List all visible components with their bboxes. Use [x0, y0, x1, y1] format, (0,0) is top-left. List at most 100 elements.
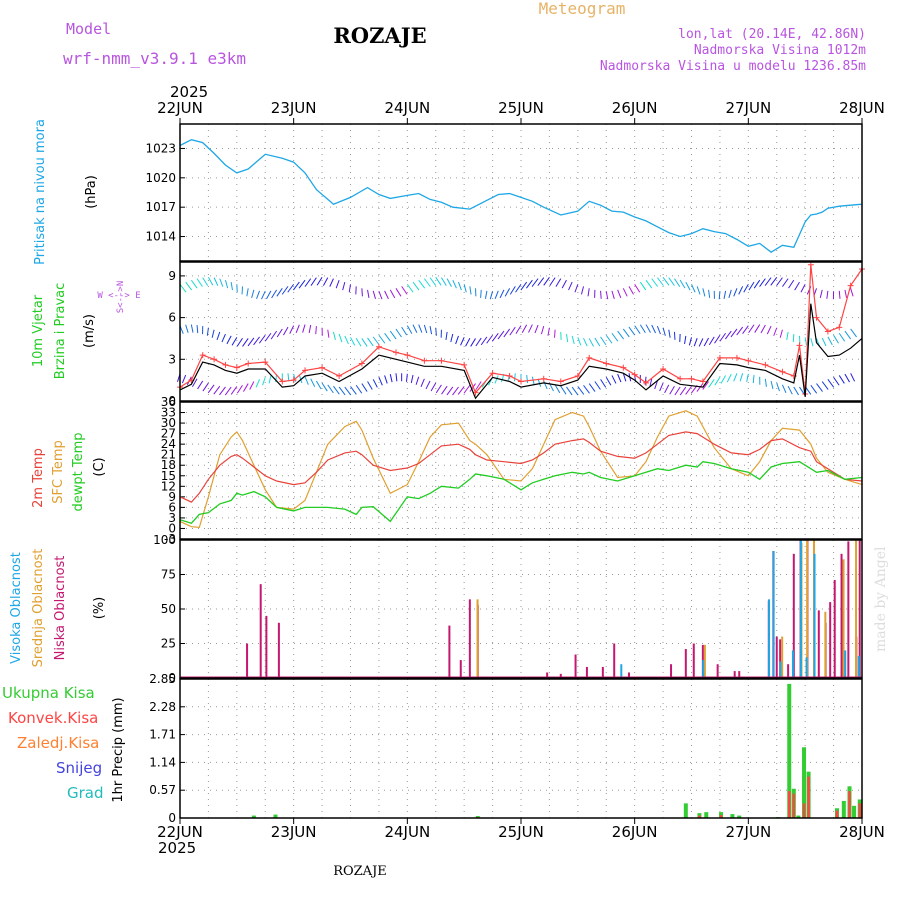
- wind-direction-arrow: [242, 338, 249, 347]
- wind-panel: 0 3 6 9: [168, 261, 865, 408]
- wind-direction-arrow: [395, 373, 398, 382]
- wind-direction-arrow: [534, 324, 539, 334]
- wind-direction-arrow: [739, 373, 744, 382]
- wind-direction-arrow: [714, 334, 721, 344]
- cloud-low-bar: [775, 636, 778, 678]
- wind-gust-marker: [688, 375, 695, 382]
- wind-direction-arrow: [251, 289, 255, 298]
- wind-direction-arrow: [513, 373, 516, 382]
- wind-direction-arrow: [316, 277, 323, 286]
- cloud-high-bar: [791, 650, 794, 678]
- wind-direction-arrow: [691, 284, 696, 293]
- wind-gust-marker: [847, 282, 854, 289]
- wind-direction-arrow: [372, 290, 376, 299]
- wind-direction-arrow: [395, 328, 402, 338]
- wind-direction-arrow: [308, 324, 312, 334]
- wind-direction-arrow: [528, 324, 533, 333]
- temp-ytick-label: 21: [161, 448, 176, 462]
- x-day-label-bottom: 25JUN: [498, 823, 544, 841]
- wind-direction-arrow: [384, 332, 391, 342]
- wind-direction-arrow: [679, 279, 686, 289]
- temp-ytick-label: 9: [168, 490, 176, 504]
- wind-direction-arrow: [412, 324, 418, 333]
- precip-legend: Ukupna Kisa Konvek.Kisa Zaledj.Kisa Snijeg G…: [2, 684, 104, 802]
- wind-direction-arrow: [484, 290, 488, 299]
- meteogram-label: Meteogram: [539, 0, 626, 18]
- wind-gust-marker: [807, 261, 814, 268]
- wind-direction-arrow: [207, 277, 214, 286]
- wind-direction-arrow: [389, 330, 397, 340]
- x-day-label-bottom: 22JUN: [157, 823, 203, 841]
- wind-direction-arrow: [560, 385, 567, 395]
- wind-direction-arrow: [401, 286, 408, 295]
- wind-direction-arrow: [580, 286, 585, 295]
- precip-title-unit: (mm): [111, 697, 126, 732]
- cloud-low-bar: [613, 643, 616, 678]
- wind-direction-arrow: [441, 277, 447, 286]
- pressure-ytick-label: 1014: [145, 230, 176, 244]
- wind-direction-arrow: [555, 278, 562, 287]
- cloud-low-bar: [585, 666, 588, 678]
- wind-direction-arrow: [190, 279, 198, 289]
- wind-direction-arrow: [503, 328, 511, 338]
- cloud-ytick-label: 100: [153, 533, 176, 547]
- wind-gust-marker: [461, 361, 468, 368]
- wind-gust-marker: [557, 378, 564, 385]
- cloud-low-bar: [259, 584, 262, 678]
- wind-direction-arrow: [838, 332, 846, 342]
- wind-gust-marker: [404, 352, 411, 359]
- wind-direction-arrow: [412, 281, 420, 291]
- wind-direction-arrow: [406, 325, 413, 334]
- precip-ytick-label: 2.28: [149, 700, 176, 714]
- wind-direction-arrow: [289, 325, 295, 334]
- wind-direction-arrow: [213, 277, 219, 286]
- wind-direction-arrow: [282, 326, 289, 336]
- wind-direction-arrow: [219, 278, 224, 287]
- x-day-label-top: 22JUN: [157, 99, 203, 117]
- wind-gust-marker: [699, 378, 706, 385]
- wind-direction-arrow: [674, 278, 681, 287]
- wind-direction-arrow: [415, 376, 420, 385]
- model-label: Model: [66, 20, 111, 38]
- precip-conv-bar: [858, 803, 861, 818]
- wind-direction-arrow: [304, 376, 309, 385]
- wind-direction-arrow: [315, 326, 317, 335]
- wind-direction-arrow: [327, 329, 330, 338]
- x-day-label-top: 26JUN: [612, 99, 658, 117]
- wind-direction-arrow: [634, 283, 641, 293]
- wind-direction-arrow: [338, 386, 346, 396]
- wind-direction-arrow: [583, 338, 588, 347]
- wind-direction-arrow: [684, 335, 687, 344]
- wind-direction-arrow: [179, 283, 187, 293]
- wind-unit: (m/s): [82, 314, 97, 348]
- wind-direction-arrow: [794, 281, 800, 291]
- precip-total-bar: [787, 683, 792, 818]
- precip-legend-item: Ukupna Kisa: [2, 684, 95, 702]
- temp-ytick-label: 6: [168, 500, 176, 514]
- wind-direction-arrow: [703, 337, 709, 347]
- wind-gust-marker: [233, 364, 240, 371]
- temp-axis-title: 2m Temp SFC Temp dewpt Temp (C): [31, 432, 107, 511]
- wind-direction-arrow: [764, 277, 772, 286]
- x-day-label-top: 24JUN: [384, 99, 430, 117]
- wind-direction-arrow: [600, 290, 602, 299]
- wind-ytick-label: 6: [168, 311, 176, 325]
- cloud-title-1: Visoka Oblacnost: [9, 552, 24, 664]
- wind-direction-arrow: [450, 333, 454, 343]
- wind-direction-arrow: [361, 338, 368, 347]
- wind-direction-arrow: [779, 329, 783, 338]
- wind-direction-arrow: [850, 288, 854, 297]
- wind-gust-marker: [762, 361, 769, 368]
- temp-ytick-label: 36: [161, 395, 176, 409]
- wind-direction-arrow: [276, 288, 283, 297]
- wind-gust-marker: [336, 372, 343, 379]
- wind-direction-arrow: [494, 375, 499, 384]
- cloud-low-bar: [459, 660, 462, 678]
- wind-direction-arrow: [719, 332, 727, 342]
- wind-direction-arrow: [441, 385, 448, 395]
- wind-direction-arrow: [455, 335, 459, 345]
- wind-direction-arrow: [197, 380, 204, 390]
- precip-total-bar: [852, 805, 857, 818]
- wind-direction-arrow: [577, 386, 585, 395]
- precip-total-bar: [730, 814, 735, 818]
